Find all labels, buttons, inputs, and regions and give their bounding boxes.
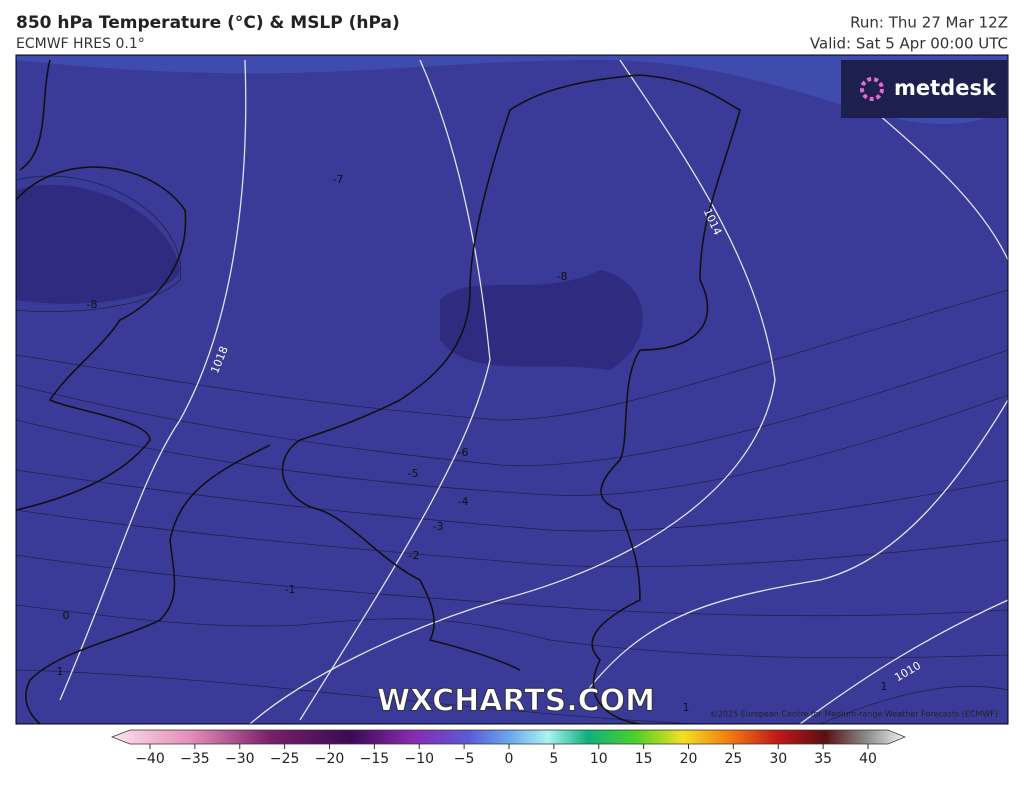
contour-label: 1 xyxy=(881,680,888,693)
contour-label: 1 xyxy=(57,665,64,678)
model: ECMWF HRES 0.1° xyxy=(16,36,145,52)
colorbar-tick-label: 25 xyxy=(724,751,742,767)
colorbar-tick-label: −30 xyxy=(225,751,255,767)
colorbar-tick-label: 5 xyxy=(549,751,558,767)
colorbar-tick-label: −10 xyxy=(404,751,434,767)
colorbar-tick-label: −25 xyxy=(270,751,300,767)
colorbar-tick-label: −15 xyxy=(360,751,390,767)
run: Run: Thu 27 Mar 12Z xyxy=(850,14,1008,32)
contour-label: -1 xyxy=(285,583,296,596)
valid: Valid: Sat 5 Apr 00:00 UTC xyxy=(810,35,1008,53)
colorbar-tick-label: −5 xyxy=(454,751,475,767)
colorbar-tick-label: −40 xyxy=(135,751,165,767)
colorbar-tick-label: −35 xyxy=(180,751,210,767)
colorbar-tick-label: −20 xyxy=(315,751,345,767)
colorbar-tick-label: 0 xyxy=(505,751,514,767)
contour-label: -8 xyxy=(557,270,568,283)
contour-label: -4 xyxy=(458,495,469,508)
contour-label: -3 xyxy=(433,520,444,533)
title: 850 hPa Temperature (°C) & MSLP (hPa) xyxy=(16,13,400,33)
contour-label: 1 xyxy=(683,701,690,714)
map xyxy=(16,55,1008,724)
colorbar xyxy=(111,729,906,745)
contour-label: -2 xyxy=(409,549,420,562)
contour-label: -8 xyxy=(87,298,98,311)
colorbar-tick-label: 35 xyxy=(814,751,832,767)
logo-icon xyxy=(860,77,884,101)
copyright: ©2025 European Centre for Medium-range W… xyxy=(710,710,998,719)
contour-label: -7 xyxy=(333,173,344,186)
colorbar-tick-label: 10 xyxy=(590,751,608,767)
map-frame xyxy=(15,54,1009,725)
watermark: WXCHARTS.COM xyxy=(377,684,655,719)
contour-label: -6 xyxy=(458,446,469,459)
colorbar-tick-label: 40 xyxy=(859,751,877,767)
logo: metdesk xyxy=(894,76,997,100)
logo-box xyxy=(841,60,1007,118)
colorbar-tick-label: 20 xyxy=(680,751,698,767)
contour-label: -5 xyxy=(408,467,419,480)
colorbar-tick-label: 30 xyxy=(769,751,787,767)
colorbar-tick-label: 15 xyxy=(635,751,653,767)
contour-label: 0 xyxy=(63,609,70,622)
